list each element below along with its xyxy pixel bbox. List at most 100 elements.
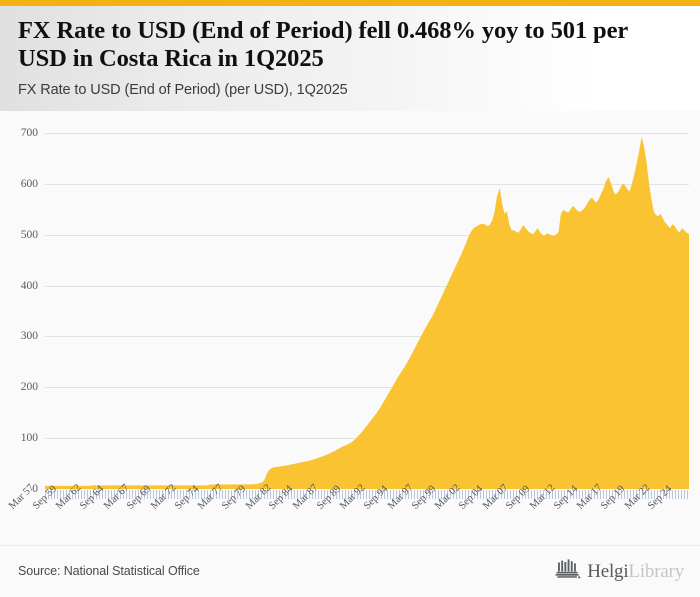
axis-tick [66, 490, 67, 499]
axis-tick [222, 490, 223, 499]
axis-tick [399, 490, 400, 499]
axis-tick [471, 490, 472, 499]
axis-tick [225, 490, 226, 499]
axis-tick [198, 490, 199, 499]
chart-footer: Source: National Statistical Office [0, 545, 700, 597]
axis-tick [648, 490, 649, 499]
axis-tick [180, 490, 181, 499]
axis-tick [312, 490, 313, 499]
axis-tick [495, 490, 496, 499]
axis-tick [438, 490, 439, 499]
axis-tick [576, 490, 577, 499]
axis-tick [279, 490, 280, 499]
axis-tick [345, 490, 346, 499]
axis-tick [57, 490, 58, 499]
axis-tick [462, 490, 463, 499]
axis-tick [240, 490, 241, 499]
axis-tick [231, 490, 232, 499]
axis-tick [543, 490, 544, 499]
axis-tick [315, 490, 316, 499]
page-title: FX Rate to USD (End of Period) fell 0.46… [18, 17, 628, 72]
y-axis-tick-label: 500 [20, 228, 38, 241]
axis-tick [522, 490, 523, 499]
axis-tick [276, 490, 277, 499]
axis-tick [621, 490, 622, 499]
chart-area: Mar 57 Sep 59 Mar 62 Sep 64 Mar 67 Sep 69 Mar … [0, 111, 700, 545]
axis-tick [633, 490, 634, 499]
axis-tick [111, 490, 112, 499]
axis-tick [189, 490, 190, 499]
axis-tick [156, 490, 157, 499]
axis-tick [477, 490, 478, 499]
axis-tick [441, 490, 442, 499]
axis-tick [366, 490, 367, 499]
gridline [45, 234, 689, 236]
axis-tick [555, 490, 556, 499]
axis-tick [252, 490, 253, 499]
axis-tick [258, 490, 259, 499]
axis-tick [510, 490, 511, 499]
axis-tick [624, 490, 625, 499]
axis-tick [381, 490, 382, 499]
axis-tick [48, 490, 49, 499]
helgi-library-logo[interactable]: HelgiLibrary [555, 558, 684, 585]
axis-tick [51, 490, 52, 499]
axis-tick [564, 490, 565, 499]
axis-tick [378, 490, 379, 499]
axis-tick [105, 490, 106, 499]
axis-tick [288, 490, 289, 499]
axis-tick [483, 490, 484, 499]
gridline [45, 387, 689, 389]
axis-tick [153, 490, 154, 499]
axis-tick [630, 490, 631, 499]
axis-tick [516, 490, 517, 499]
axis-tick [498, 490, 499, 499]
axis-tick [285, 490, 286, 499]
axis-tick [210, 490, 211, 499]
axis-tick [78, 490, 79, 499]
axis-tick [306, 490, 307, 499]
axis-tick [534, 490, 535, 499]
axis-tick [375, 490, 376, 499]
axis-tick [645, 490, 646, 499]
axis-tick [324, 490, 325, 499]
axis-tick [570, 490, 571, 499]
axis-tick [459, 490, 460, 499]
axis-tick [132, 490, 133, 499]
axis-tick [663, 490, 664, 499]
logo-helgi: Helgi [587, 561, 629, 582]
axis-tick [264, 490, 265, 499]
axis-tick [411, 490, 412, 499]
source-note: Source: National Statistical Office [18, 564, 200, 578]
axis-tick [84, 490, 85, 499]
axis-tick [360, 490, 361, 499]
axis-tick [444, 490, 445, 499]
axis-tick [369, 490, 370, 499]
logo-wordmark: HelgiLibrary [587, 562, 684, 581]
axis-tick [294, 490, 295, 499]
axis-tick [273, 490, 274, 499]
x-axis-tick-band [45, 490, 689, 499]
axis-tick [561, 490, 562, 499]
axis-tick [282, 490, 283, 499]
axis-tick [303, 490, 304, 499]
axis-tick [147, 490, 148, 499]
axis-tick [249, 490, 250, 499]
axis-tick [144, 490, 145, 499]
axis-tick [384, 490, 385, 499]
axis-tick [336, 490, 337, 499]
axis-tick [468, 490, 469, 499]
axis-tick [660, 490, 661, 499]
axis-tick [606, 490, 607, 499]
axis-tick [573, 490, 574, 499]
axis-tick [297, 490, 298, 499]
axis-tick [480, 490, 481, 499]
library-building-icon [555, 558, 581, 585]
logo-library: Library [628, 561, 684, 582]
axis-tick [243, 490, 244, 499]
y-axis-tick-label: 200 [20, 381, 38, 394]
axis-tick [87, 490, 88, 499]
axis-tick [687, 490, 688, 499]
axis-tick [309, 490, 310, 499]
